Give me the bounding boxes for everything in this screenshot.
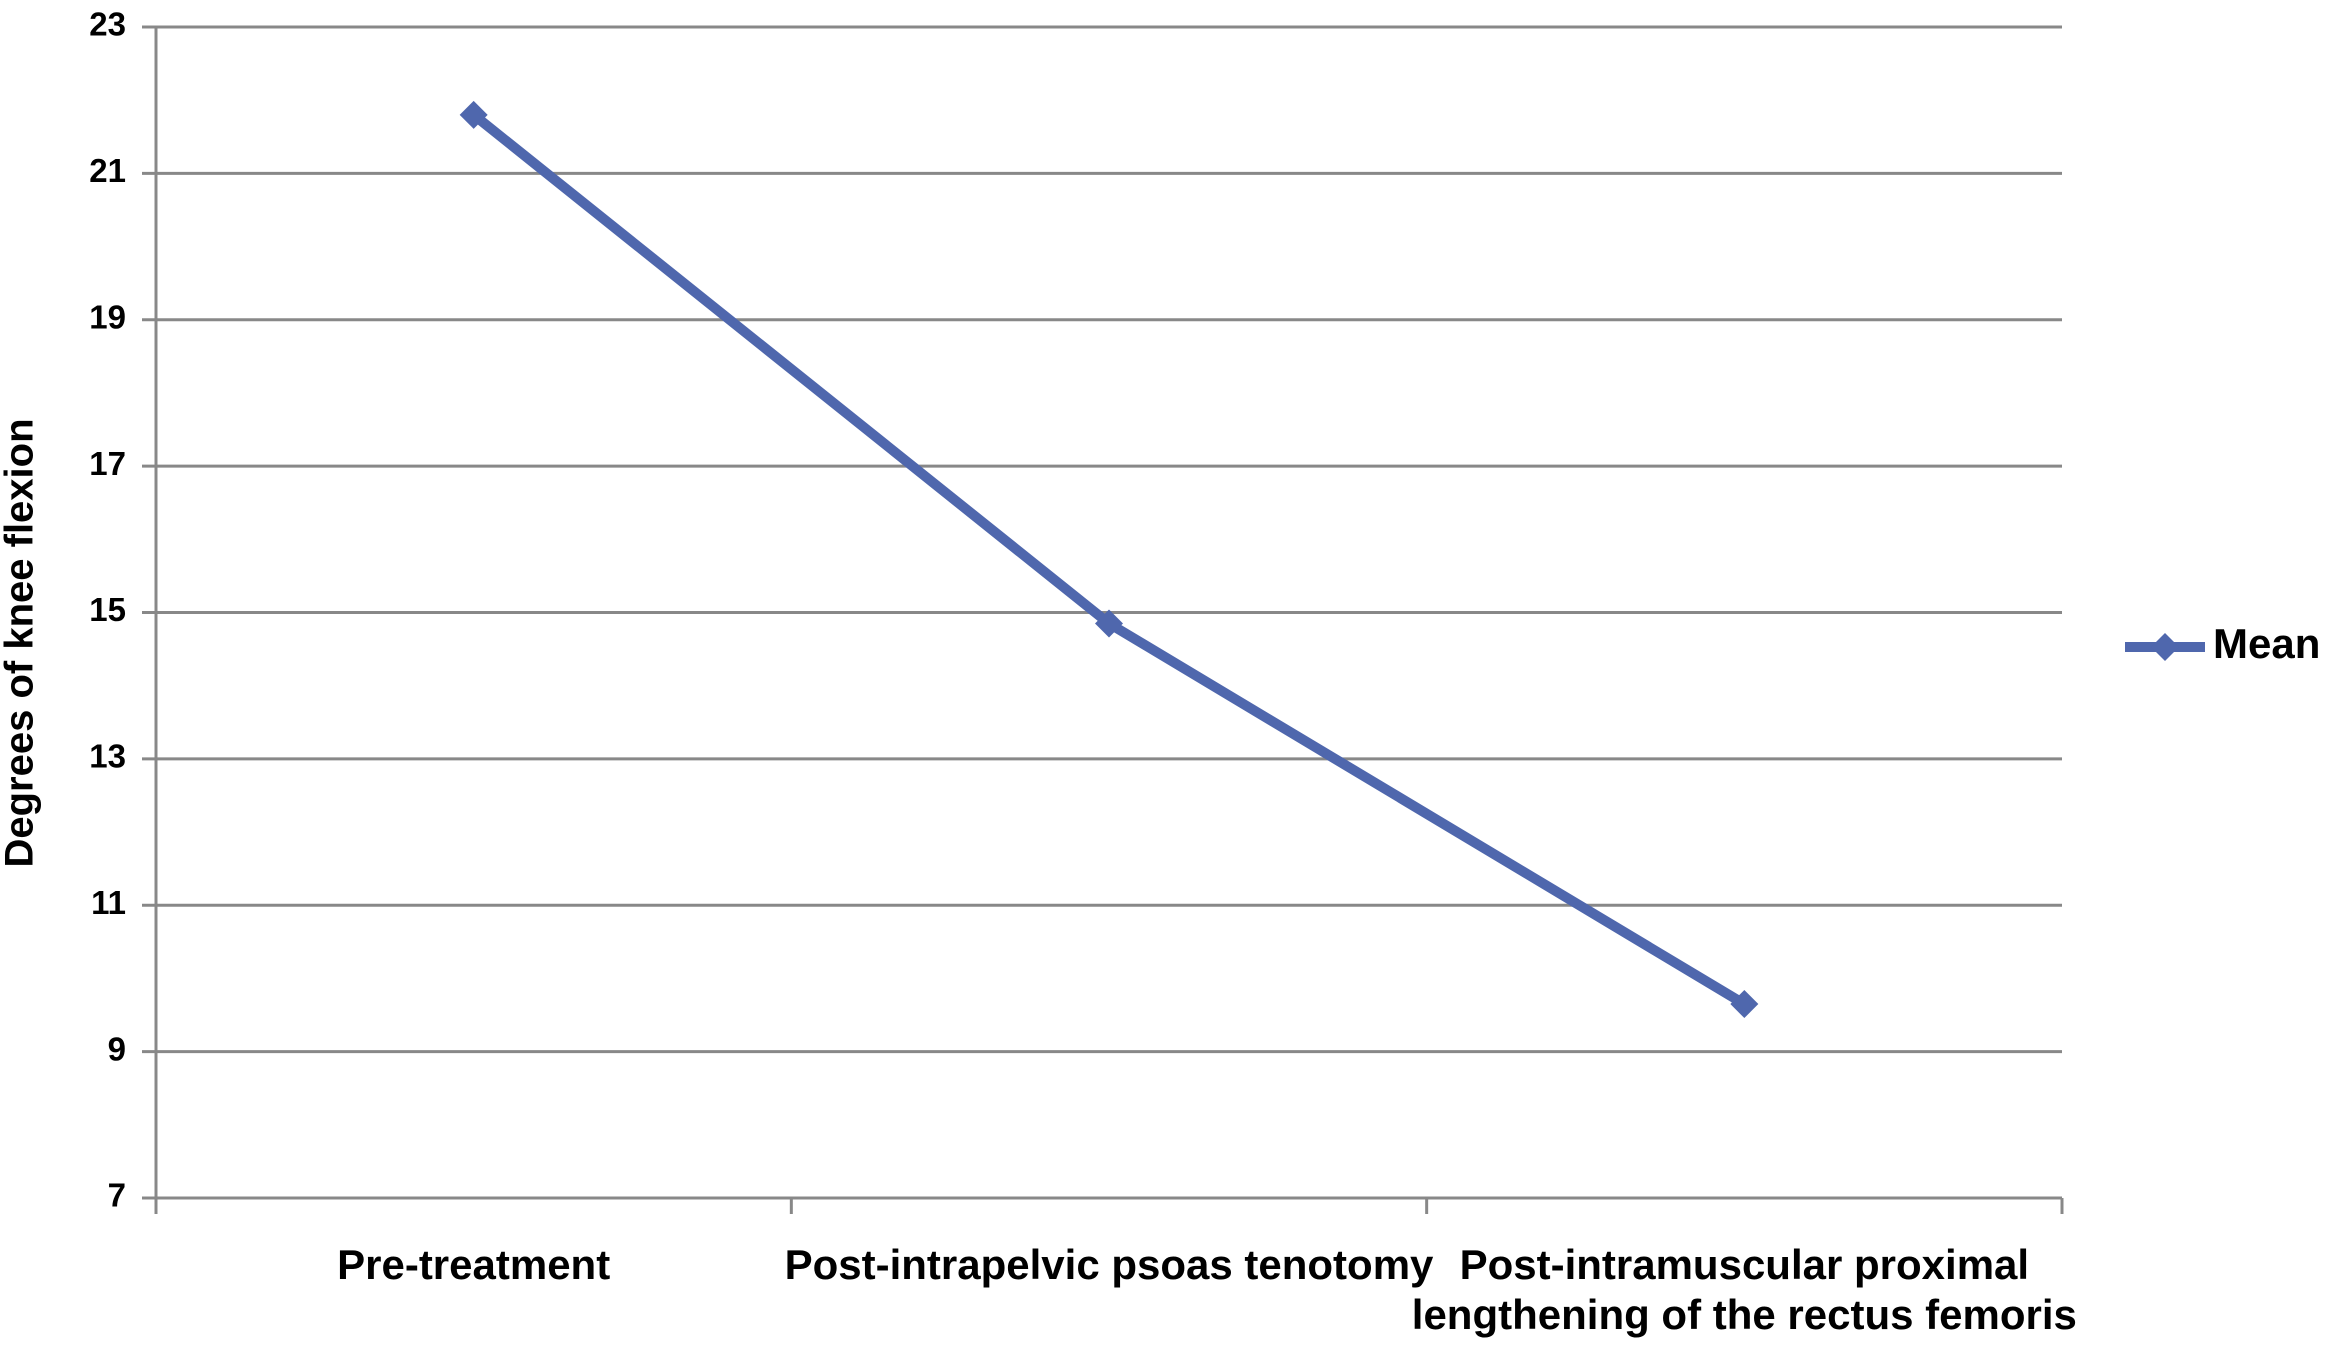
point-marker	[1730, 990, 1759, 1019]
y-axis-label: Degrees of knee flexion	[0, 418, 42, 867]
y-tick-label: 17	[89, 445, 126, 482]
legend-label: Mean	[2213, 620, 2320, 667]
y-tick-label: 19	[89, 298, 126, 335]
x-tick-label: Pre-treatment	[337, 1241, 611, 1288]
y-tick-label: 15	[89, 591, 126, 628]
point-marker	[459, 100, 488, 129]
y-tick-label: 7	[108, 1177, 126, 1214]
point-marker	[1095, 609, 1123, 638]
series-line	[470, 110, 1747, 1009]
y-tick-label: 13	[89, 738, 126, 775]
legend-marker	[2151, 633, 2179, 661]
y-tick-label: 21	[89, 152, 126, 189]
x-tick-label: Post-intrapelvic psoas tenotomy	[784, 1241, 1434, 1288]
y-tick-label: 11	[91, 884, 126, 921]
x-tick-label: Post-intramuscular proximal lengthening …	[1411, 1241, 2077, 1338]
y-tick-label: 23	[89, 6, 126, 43]
y-tick-label: 9	[108, 1030, 126, 1067]
